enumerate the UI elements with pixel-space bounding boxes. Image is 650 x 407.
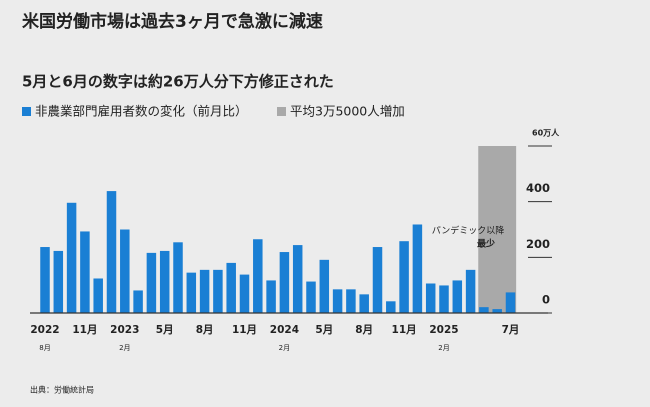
- bar: [306, 281, 316, 313]
- x-tick-label: 8月: [355, 324, 373, 336]
- bar: [492, 309, 502, 313]
- x-sublabel: 8月: [39, 344, 50, 352]
- bar: [93, 278, 103, 313]
- bar: [66, 202, 77, 313]
- bar: [186, 272, 197, 313]
- x-tick-label: 2022: [30, 324, 59, 336]
- bar: [173, 242, 183, 313]
- x-tick-label: 5月: [156, 324, 174, 336]
- bar: [452, 280, 463, 313]
- x-tick-label: 2024: [270, 324, 299, 336]
- x-tick-label: 11月: [392, 324, 417, 336]
- bar: [239, 274, 250, 313]
- bar: [266, 280, 276, 313]
- bar: [465, 269, 476, 313]
- x-tick-label: 2023: [110, 324, 139, 336]
- bar: [386, 301, 396, 313]
- bar: [479, 307, 489, 313]
- bar: [213, 269, 223, 313]
- bar: [372, 247, 383, 313]
- bar: [80, 231, 90, 313]
- bar: [412, 224, 423, 313]
- bar: [505, 292, 516, 313]
- legend-swatch: [22, 107, 31, 116]
- bar: [40, 247, 50, 313]
- bar: [120, 229, 130, 313]
- bar: [439, 285, 449, 313]
- bar: [133, 290, 143, 313]
- x-tick-label: 2025: [429, 324, 458, 336]
- bar: [253, 239, 263, 313]
- bar: [346, 289, 356, 313]
- x-tick-label: 5月: [315, 324, 333, 336]
- bar: [159, 250, 170, 313]
- y-tick-label: 60万人: [532, 128, 560, 138]
- x-tick-label: 11月: [72, 324, 97, 336]
- chart-subtitle: 5月と6月の数字は約26万人分下方修正された: [22, 73, 334, 91]
- source: 出典：労働統計局: [30, 385, 94, 395]
- legend-swatch: [277, 107, 286, 116]
- legend-label: 平均3万5000人増加: [290, 104, 405, 119]
- y-tick-label: 200: [526, 237, 550, 251]
- x-tick-label: 8月: [196, 324, 214, 336]
- legend-label: 非農業部門雇用者数の変化（前月比）: [35, 104, 248, 119]
- y-tick-label: 400: [526, 181, 550, 195]
- bar: [319, 259, 330, 313]
- bar: [226, 262, 236, 313]
- x-sublabel: 2月: [438, 344, 449, 352]
- x-sublabel: 2月: [279, 344, 290, 352]
- bar: [279, 252, 290, 313]
- bar: [425, 283, 436, 313]
- bar: [106, 191, 117, 313]
- x-tick-label: 7月: [502, 324, 520, 336]
- annotation: パンデミック以降: [432, 225, 504, 237]
- bar: [292, 245, 303, 313]
- x-tick-label: 11月: [232, 324, 257, 336]
- annotation: 最少: [477, 238, 495, 250]
- y-tick-label: 0: [542, 293, 550, 307]
- bar: [146, 252, 157, 313]
- bar: [359, 294, 369, 313]
- x-sublabel: 2月: [119, 344, 130, 352]
- bar: [332, 289, 343, 313]
- highlight-band: [478, 146, 517, 313]
- bar: [53, 250, 64, 313]
- bar: [199, 269, 210, 313]
- chart-title: 米国労働市場は過去3ヶ月で急激に減速: [22, 11, 323, 32]
- bar: [399, 241, 409, 313]
